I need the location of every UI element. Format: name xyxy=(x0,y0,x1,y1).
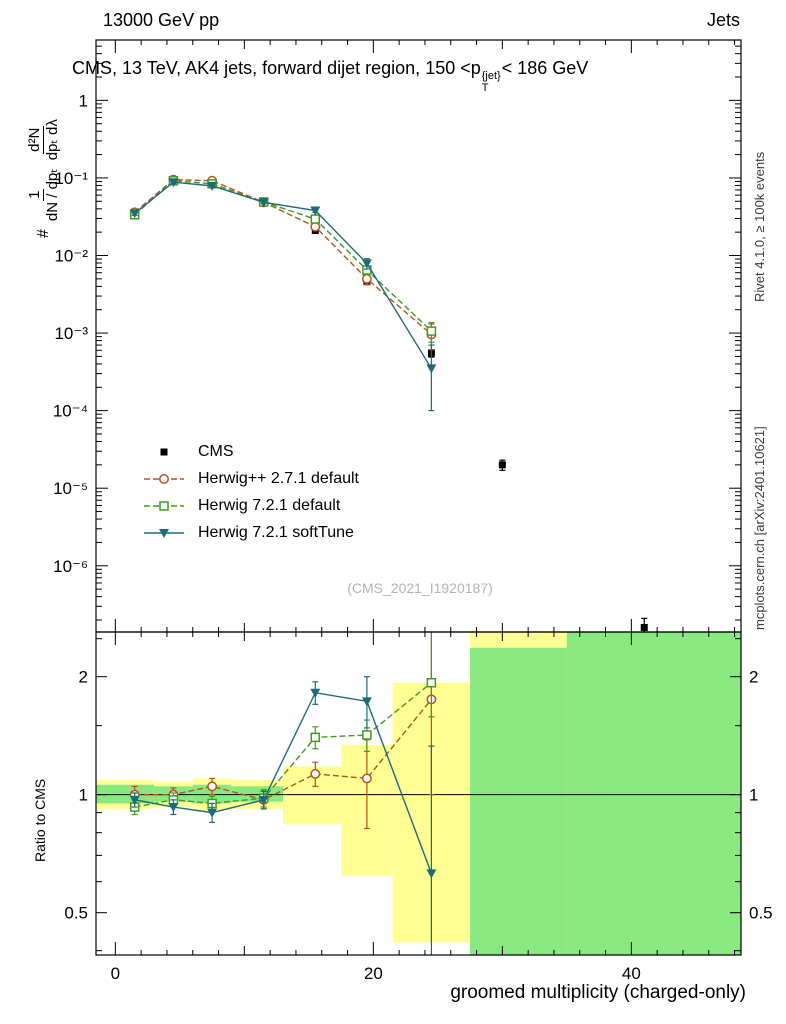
legend-label: Herwig++ 2.7.1 default xyxy=(198,470,359,487)
mcplots-credit-label: mcplots.cern.ch [arXiv:2401.10621] xyxy=(752,426,767,630)
band-green xyxy=(96,784,155,804)
y-axis-label: # 1 dN / dpₜ d²N dpₜ dλ xyxy=(26,119,62,238)
main-ytick-label: 10⁻³ xyxy=(54,324,88,343)
main-panel-series xyxy=(129,174,648,632)
ratio-axis-label: Ratio to CMS xyxy=(32,778,48,862)
legend-item: CMS xyxy=(142,442,359,462)
data-marker xyxy=(207,181,218,191)
data-marker xyxy=(426,326,437,336)
ratio-ytick-label: 0.5 xyxy=(64,904,88,923)
pt-subscript: T xyxy=(481,82,489,94)
series-herwig-2-7-1-default xyxy=(129,174,437,351)
ratio-ytick-label: 1 xyxy=(79,786,88,805)
data-marker xyxy=(498,461,506,469)
xtick-label: 40 xyxy=(622,964,641,983)
data-marker xyxy=(258,795,269,805)
data-marker xyxy=(159,501,169,511)
analysis-id-watermark: (CMS_2021_I1920187) xyxy=(347,580,493,596)
plot-title-text: CMS, 13 TeV, AK4 jets, forward dijet reg… xyxy=(72,58,481,78)
x-axis-label: groomed multiplicity (charged-only) xyxy=(450,982,746,1003)
beam-energy-label: 13000 GeV pp xyxy=(103,10,220,30)
data-marker xyxy=(159,529,169,538)
data-marker xyxy=(426,364,437,374)
data-marker xyxy=(426,677,437,688)
data-marker xyxy=(207,781,218,792)
plot-title: CMS, 13 TeV, AK4 jets, forward dijet reg… xyxy=(72,58,588,94)
data-marker xyxy=(361,273,372,284)
data-marker xyxy=(361,697,372,707)
main-ytick-label: 10⁻⁶ xyxy=(53,557,88,576)
data-marker xyxy=(362,730,372,740)
legend-item: Herwig 7.2.1 default xyxy=(142,496,359,516)
data-marker xyxy=(361,773,372,784)
data-marker xyxy=(258,198,269,208)
main-ytick-label: 1 xyxy=(79,91,88,110)
series-herwig-7-2-1-softtune xyxy=(129,178,437,412)
ratio-ytick-label-right: 1 xyxy=(749,786,758,805)
ratio-ytick-label-right: 0.5 xyxy=(749,904,773,923)
main-ytick-label: 10⁻² xyxy=(54,246,88,265)
ratio-panel-series xyxy=(129,632,437,955)
pt-jet-subsup: {jet} T xyxy=(482,71,501,94)
legend-item: Herwig 7.2.1 softTune xyxy=(142,523,359,543)
data-marker xyxy=(310,768,321,779)
legend-item: Herwig++ 2.7.1 default xyxy=(142,469,359,489)
data-marker xyxy=(361,259,372,269)
legend-marker-icon xyxy=(144,474,184,484)
band-green xyxy=(470,647,567,955)
band-green xyxy=(566,632,741,955)
data-marker xyxy=(640,624,648,632)
axes: 110⁻¹10⁻²10⁻³10⁻⁴10⁻⁵10⁻⁶0.5 0.51 12 20 20 40 xyxy=(53,39,773,983)
xtick-label: 0 xyxy=(111,964,120,983)
xtick-label: 20 xyxy=(364,964,383,983)
main-ytick-label: 10⁻⁴ xyxy=(53,402,88,421)
fraction-d2n: d²N dpₜ dλ xyxy=(26,119,62,161)
ratio-series-herwig-7-2-1-softtune xyxy=(129,676,437,955)
ratio-ytick-label: 2 xyxy=(79,668,88,687)
data-marker xyxy=(310,214,321,224)
legend-marker-icon xyxy=(160,448,168,456)
main-panel-frame xyxy=(95,39,742,633)
data-marker xyxy=(207,808,218,818)
main-ytick-label: 10⁻¹ xyxy=(54,169,88,188)
data-marker xyxy=(159,474,169,484)
fraction-one-over-dndpt: 1 dN / dpₜ xyxy=(26,168,62,222)
analysis-group-label: Jets xyxy=(706,10,740,30)
ratio-ytick-label-right: 2 xyxy=(749,668,758,687)
data-marker xyxy=(426,869,437,879)
data-marker xyxy=(129,209,140,219)
ratio-panel-frame xyxy=(95,631,742,956)
series-cms xyxy=(131,176,648,632)
data-marker xyxy=(129,795,140,805)
data-marker xyxy=(160,448,168,456)
legend-marker-icon xyxy=(144,501,184,511)
data-marker xyxy=(168,803,179,813)
legend-label: Herwig 7.2.1 default xyxy=(198,497,341,514)
plot-title-suffix: < 186 GeV xyxy=(501,58,589,78)
data-marker xyxy=(310,688,321,698)
uncertainty-bands xyxy=(96,632,741,955)
data-marker xyxy=(168,178,179,188)
rivet-version-label: Rivet 4.1.0, ≥ 100k events xyxy=(752,151,767,302)
pt-superscript: {jet} xyxy=(481,70,501,82)
legend: CMS Herwig++ 2.7.1 default Herwig 7.2.1 de… xyxy=(142,442,359,543)
data-marker xyxy=(310,206,321,216)
hash-symbol: # xyxy=(34,229,52,238)
main-ytick-label: 10⁻⁵ xyxy=(53,479,88,498)
legend-label: Herwig 7.2.1 softTune xyxy=(198,524,354,541)
series-herwig-7-2-1-default xyxy=(129,175,437,343)
legend-label: CMS xyxy=(198,443,234,460)
legend-marker-icon xyxy=(144,529,184,538)
data-marker xyxy=(310,732,321,743)
